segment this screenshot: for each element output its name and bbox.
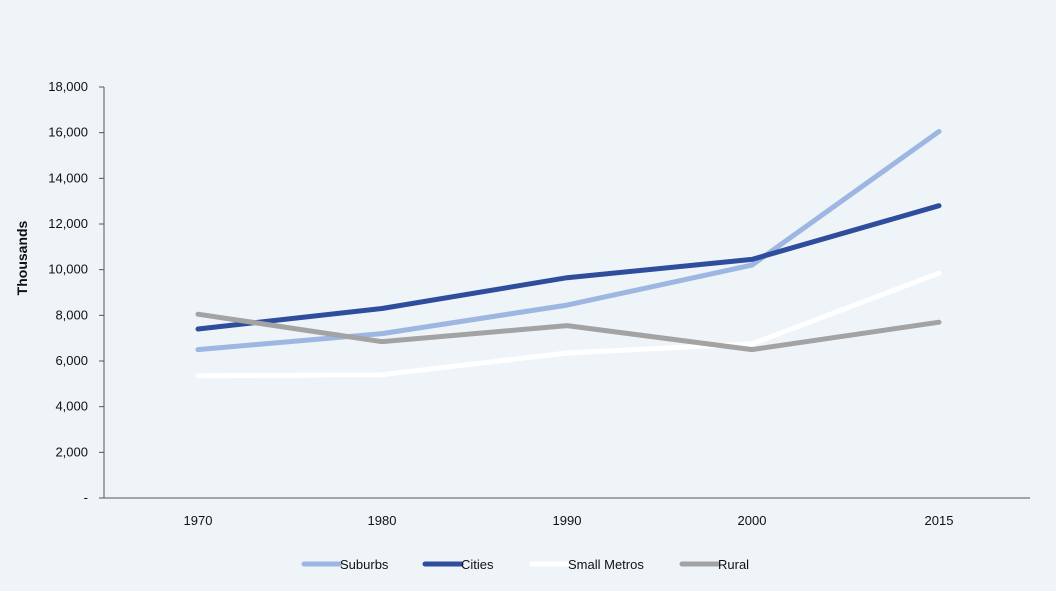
x-tick-label: 2015 bbox=[925, 513, 954, 528]
y-tick-label: 14,000 bbox=[48, 170, 88, 185]
y-tick-label: 6,000 bbox=[55, 353, 88, 368]
legend-label-cities: Cities bbox=[461, 557, 494, 572]
legend-label-suburbs: Suburbs bbox=[340, 557, 389, 572]
y-tick-label: 12,000 bbox=[48, 216, 88, 231]
series-layer bbox=[195, 129, 942, 379]
y-tick-label: 16,000 bbox=[48, 125, 88, 140]
x-tick-label: 2000 bbox=[738, 513, 767, 528]
y-tick-label: 8,000 bbox=[55, 307, 88, 322]
series-line-cities bbox=[195, 203, 942, 332]
x-axis: 1970 1980 1990 2000 2015 bbox=[104, 497, 1030, 528]
legend-label-rural: Rural bbox=[718, 557, 749, 572]
series-line-rural bbox=[195, 311, 942, 353]
y-tick-label: 2,000 bbox=[55, 444, 88, 459]
series-line-suburbs bbox=[195, 129, 942, 353]
y-tick-label: - bbox=[84, 490, 88, 505]
series-line-small-metros bbox=[195, 270, 942, 379]
y-axis: - 2,000 4,000 6,000 8,000 10,000 12,000 14,000 1… bbox=[48, 79, 105, 505]
x-tick-label: 1990 bbox=[553, 513, 582, 528]
y-tick-label: 18,000 bbox=[48, 79, 88, 94]
x-tick-label: 1970 bbox=[184, 513, 213, 528]
y-tick-label: 10,000 bbox=[48, 262, 88, 277]
x-tick-label: 1980 bbox=[368, 513, 397, 528]
y-axis-title: Thousands bbox=[14, 220, 30, 295]
y-tick-label: 4,000 bbox=[55, 399, 88, 414]
legend-label-small-metros: Small Metros bbox=[568, 557, 644, 572]
legend: Suburbs Cities Small Metros Rural bbox=[301, 557, 749, 572]
